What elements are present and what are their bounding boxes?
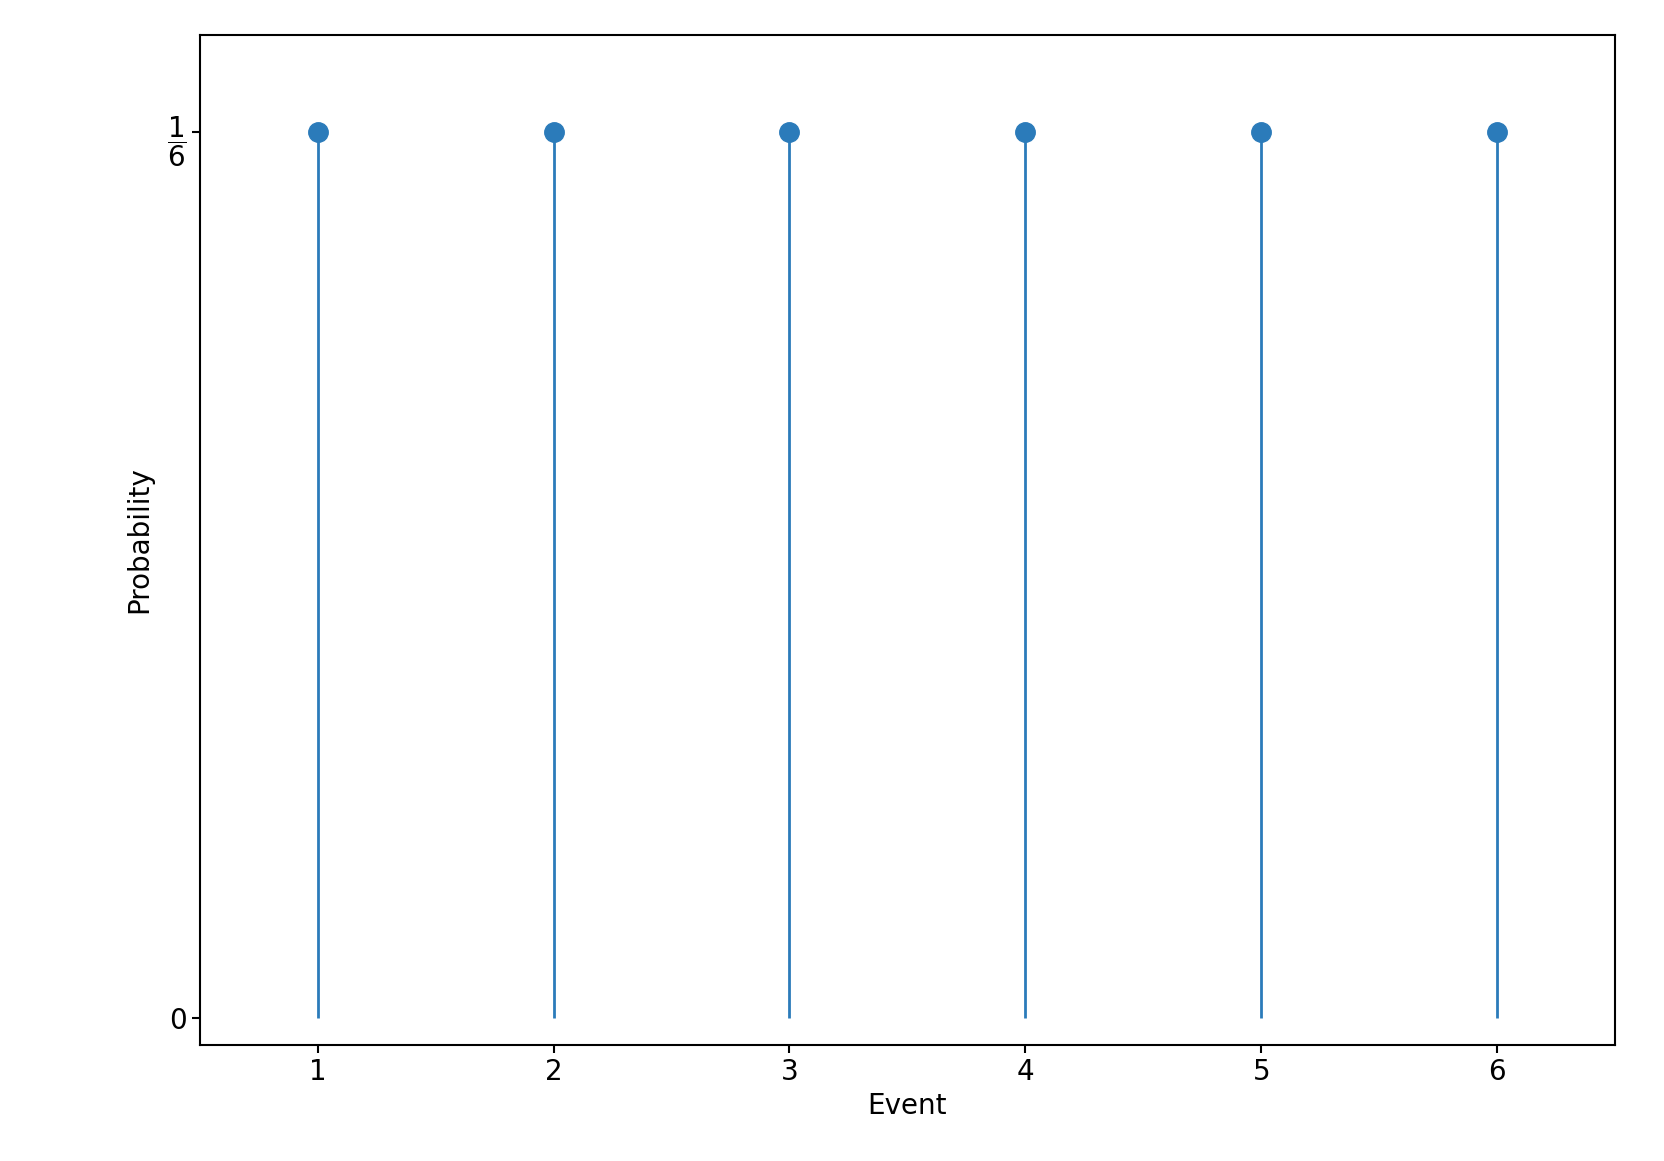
X-axis label: Event: Event xyxy=(867,1091,947,1119)
Y-axis label: Probability: Probability xyxy=(125,467,153,613)
